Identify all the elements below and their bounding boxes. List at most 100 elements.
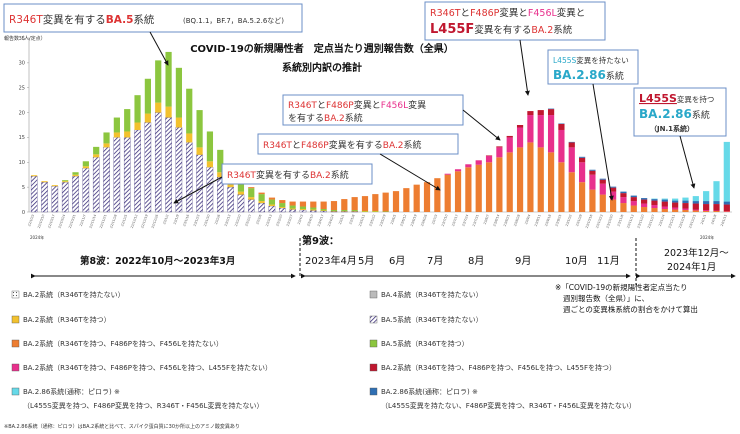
bar-segment-s5 xyxy=(403,188,410,212)
bar-segment-s5 xyxy=(361,196,369,212)
bar-segment-s8 xyxy=(578,156,586,158)
bar-segment-s4 xyxy=(351,210,358,212)
bar-segment-s4 xyxy=(134,95,141,123)
x-tick-label: 23/2/27 xyxy=(244,214,252,227)
legend-label: BA.2系統（R346Tを持たない） xyxy=(23,290,125,299)
x-tick-label: 23/2/20 xyxy=(234,214,242,227)
x-tick-label: 22/12/12 xyxy=(130,214,139,229)
y-tick-label: 10 xyxy=(19,160,25,166)
wave9-label: 第9波： xyxy=(302,234,339,247)
x-tick-label: 23/12/18 xyxy=(678,214,687,229)
bar-segment-s7 xyxy=(506,135,513,138)
x-tick-label: 23/7/31 xyxy=(472,214,480,227)
bar-segment-s5 xyxy=(485,162,493,212)
x-tick-label: 23/5/8 xyxy=(348,214,355,225)
x-tick-labels: 22/10/3 22/10/10 22/10/17 22/10/24 22/10/31 2… xyxy=(27,214,728,229)
svg-text:9月: 9月 xyxy=(515,255,531,267)
x-tick-label: 23/8/21 xyxy=(503,214,511,227)
bar-segment-s4 xyxy=(310,207,317,210)
bar-segment-s5 xyxy=(465,167,472,212)
bar-segment-s5 xyxy=(661,209,668,212)
bar-segment-s5 xyxy=(299,201,307,207)
bar-segment-s7 xyxy=(516,125,524,128)
callout-ba2-r346t: R346T変異を有するBA.2系統 xyxy=(221,163,373,185)
x-tick-label: 24/1/1 xyxy=(700,214,707,225)
svg-text:を有するBA.2系統: を有するBA.2系統 xyxy=(288,112,363,124)
bar-segment-s3 xyxy=(299,209,307,211)
svg-text:R346TとF486P変異とF456L変異と: R346TとF486P変異とF456L変異と xyxy=(430,7,585,19)
callout-arrow xyxy=(149,31,169,66)
svg-text:(BQ.1.1，BF.7，BA.5.2.6など): (BQ.1.1，BF.7，BA.5.2.6など) xyxy=(183,17,284,25)
bar-segment-s4 xyxy=(206,131,214,162)
x-tick-label: 23/7/3 xyxy=(431,214,438,225)
bar-segment-s5 xyxy=(258,192,265,195)
legend-label: BA.2系統（R346Tを持つ、F486Pを持つ、F456Lを持つ、L455Fを… xyxy=(381,363,616,372)
bar-segment-s4 xyxy=(155,60,162,103)
bar-segment-s2 xyxy=(72,176,79,213)
x-tick-label: 22/10/31 xyxy=(68,214,77,229)
bar-segment-s3 xyxy=(279,207,286,209)
legend-swatch xyxy=(369,363,378,372)
bar-segment-s3 xyxy=(134,122,141,130)
x-tick-label: 22/12/5 xyxy=(120,214,128,227)
jan-label: 2024年1月 xyxy=(667,261,716,273)
bar-segment-s4 xyxy=(299,206,307,210)
bar-segment-s7 xyxy=(558,124,565,130)
bar-segment-s5 xyxy=(516,147,524,212)
bar-segment-s2 xyxy=(113,137,121,213)
y-tick-label: 35 xyxy=(19,36,25,42)
bar-segment-s6 xyxy=(475,160,482,165)
callout-ba286-l455s-absent: L455S変異を持たない BA.2.86系統 xyxy=(547,49,639,85)
svg-text:8月: 8月 xyxy=(468,255,484,267)
bar-segment-s4 xyxy=(124,109,131,132)
bar-segment-s5 xyxy=(392,191,400,212)
x-tick-label: 23/7/10 xyxy=(441,214,449,227)
callout-arrow xyxy=(462,109,501,141)
bar-segment-s8 xyxy=(651,199,658,201)
bar-segment-s7 xyxy=(527,111,534,116)
x-tick-label: 23/6/26 xyxy=(420,214,428,227)
bar-segment-s2 xyxy=(289,209,296,213)
bar-segment-s5 xyxy=(672,209,679,212)
svg-text:BA.2.86系統: BA.2.86系統 xyxy=(553,68,624,82)
bar-segment-s4 xyxy=(320,209,327,211)
bar-segment-s7 xyxy=(692,203,699,210)
bar-segment-s4 xyxy=(62,180,69,182)
bar-segment-s6 xyxy=(537,115,544,148)
callout-arrow xyxy=(679,135,696,189)
legend-label: BA.5系統（R346Tを持つ） xyxy=(381,339,469,348)
bar-segment-s5 xyxy=(496,157,503,212)
bar-segment-s3 xyxy=(175,117,183,128)
bar-segment-s8 xyxy=(672,200,679,203)
bar-segment-s9 xyxy=(723,141,730,202)
bar-segment-s3 xyxy=(31,175,38,177)
bar-segment-s8 xyxy=(610,186,617,188)
bar-segment-s2 xyxy=(61,182,69,213)
bar-segment-s4 xyxy=(341,210,348,212)
bar-segment-s5 xyxy=(289,201,296,206)
bar-segment-s3 xyxy=(310,209,317,211)
bar-segment-s4 xyxy=(82,161,89,167)
bar-segment-s8 xyxy=(620,191,627,194)
legend-sublabel: （L455S変異を持たない、F486P変異を持つ、R346T・F456L変異を持… xyxy=(381,401,636,410)
bar-segment-s3 xyxy=(186,133,193,143)
x-tick-label: 23/9/4 xyxy=(524,214,531,225)
bar-segment-s2 xyxy=(248,199,255,213)
x-tick-label: 23/1/30 xyxy=(203,214,211,227)
bar-segment-s8 xyxy=(723,201,730,205)
bar-segment-s4 xyxy=(72,172,79,175)
x-tick-label: 23/10/9 xyxy=(575,214,583,227)
year-label-right: 2024年 xyxy=(700,234,714,240)
bar-segment-s7 xyxy=(682,203,689,209)
x-tick-label: 22/10/17 xyxy=(47,214,56,229)
legend-label: BA.2系統（R346Tを持つ、F486Pを持つ、F456Lを持たない） xyxy=(23,339,223,348)
bar-segment-s3 xyxy=(93,154,100,158)
bar-segment-s6 xyxy=(444,173,451,175)
bar-segment-s6 xyxy=(527,115,534,143)
bar-segment-s2 xyxy=(299,209,307,213)
x-tick-label: 22/10/24 xyxy=(57,214,66,229)
bar-segment-s5 xyxy=(682,210,689,212)
bar-segment-s4 xyxy=(196,110,203,148)
y-tick-label: 5 xyxy=(22,185,25,191)
y-tick-label: 20 xyxy=(19,110,25,116)
